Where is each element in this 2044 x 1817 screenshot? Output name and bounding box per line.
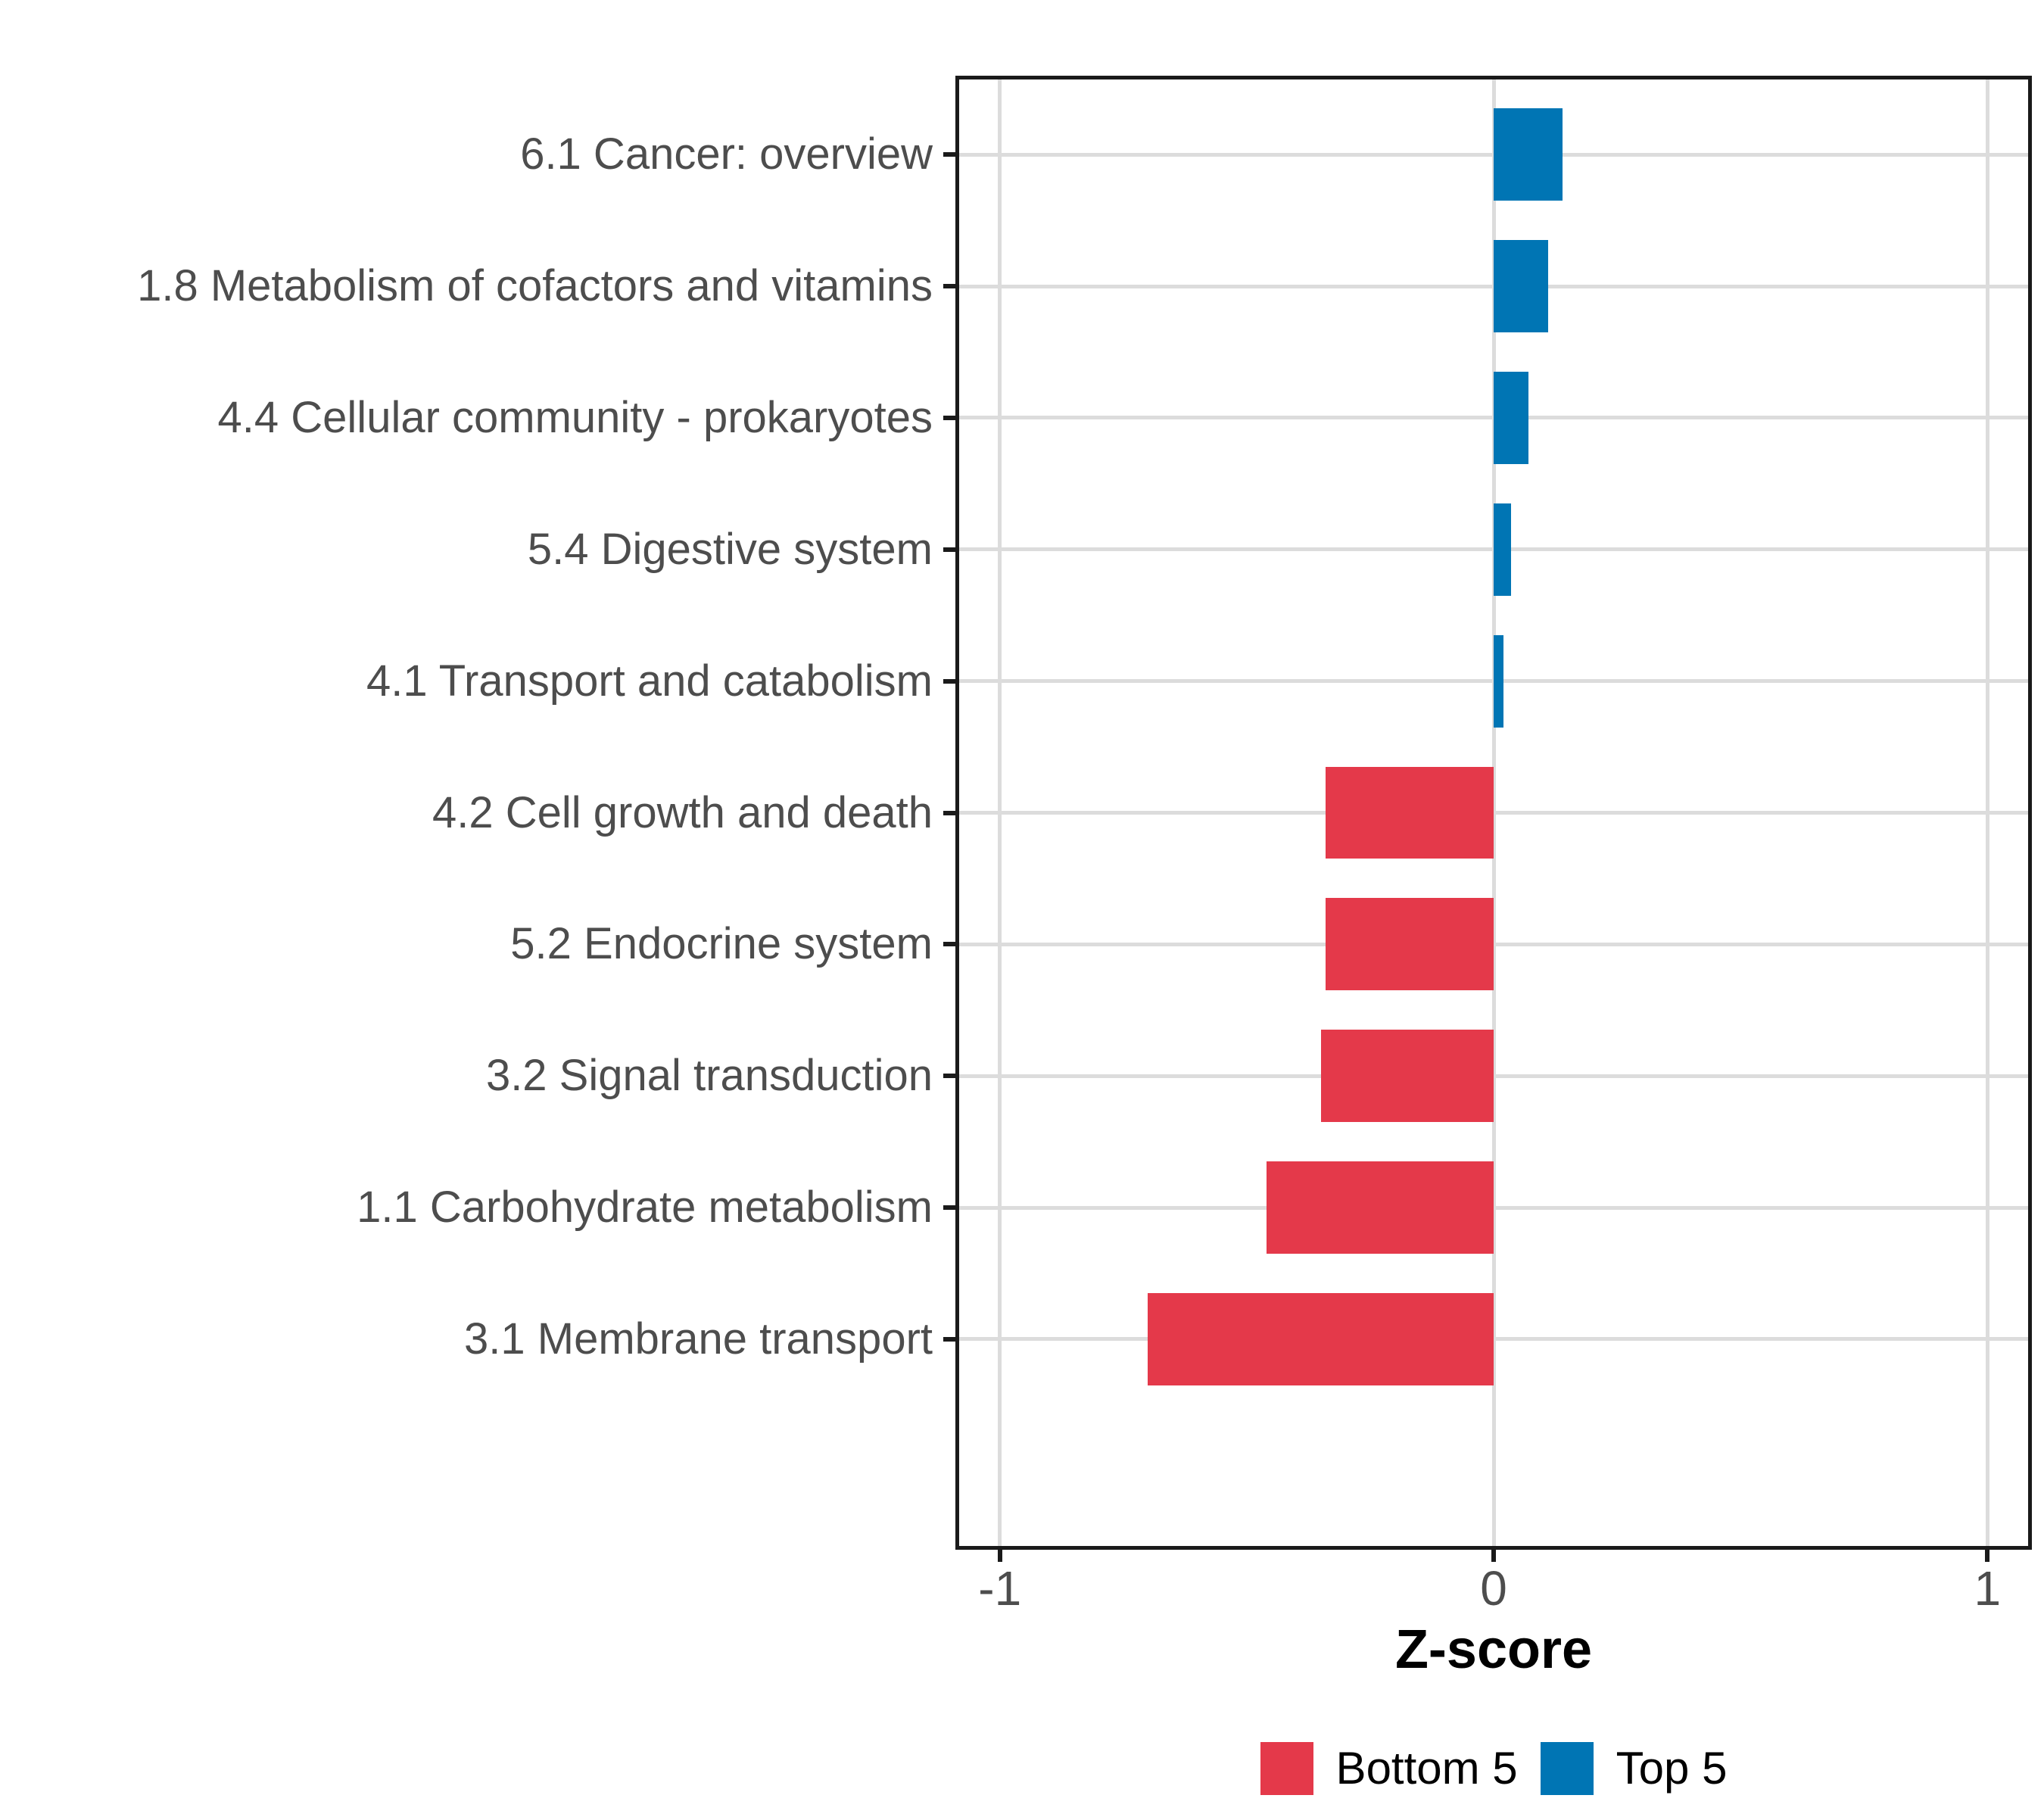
gridline-horizontal [955, 1337, 2032, 1342]
bar [1494, 372, 1528, 464]
gridline-horizontal [955, 1205, 2032, 1210]
legend-swatch [1260, 1742, 1313, 1795]
y-axis-label: 1.8 Metabolism of cofactors and vitamins [137, 261, 933, 311]
y-axis-label: 4.2 Cell growth and death [432, 787, 933, 837]
y-axis-label: 1.1 Carbohydrate metabolism [357, 1183, 933, 1233]
x-axis-title: Z-score [1394, 1619, 1593, 1680]
y-axis-label: 6.1 Cancer: overview [520, 129, 933, 179]
y-axis-label: 4.4 Cellular community - prokaryotes [217, 392, 933, 442]
legend-item: Bottom 5 [1260, 1742, 1518, 1795]
plot-panel [955, 76, 2032, 1550]
bar [1494, 634, 1504, 728]
bar [1326, 766, 1494, 859]
x-tick [1985, 1550, 1990, 1562]
gridline-horizontal [955, 811, 2032, 815]
legend-item: Top 5 [1540, 1742, 1728, 1795]
y-tick [943, 678, 955, 684]
y-axis-label: 5.2 Endocrine system [510, 919, 933, 969]
y-tick [943, 415, 955, 420]
x-tick-label: 1 [1974, 1561, 2002, 1616]
y-tick [943, 810, 955, 815]
bar [1494, 108, 1563, 201]
legend: Bottom 5 Top 5 [955, 1741, 2032, 1796]
bar [1326, 898, 1494, 991]
y-axis-label: 5.4 Digestive system [527, 524, 933, 574]
gridline-horizontal [955, 1074, 2032, 1078]
y-tick [943, 1205, 955, 1211]
legend-label: Top 5 [1616, 1743, 1728, 1794]
legend-label: Bottom 5 [1335, 1743, 1518, 1794]
legend-swatch [1540, 1742, 1594, 1795]
y-axis-label: 3.2 Signal transduction [485, 1051, 933, 1101]
y-tick [943, 942, 955, 947]
x-tick-label: -1 [978, 1561, 1022, 1616]
x-tick [1491, 1550, 1496, 1562]
y-axis-label: 3.1 Membrane transport [464, 1314, 933, 1364]
bar [1494, 240, 1548, 332]
y-tick [943, 547, 955, 552]
y-tick [943, 1336, 955, 1342]
y-tick [943, 152, 955, 157]
bar [1494, 503, 1511, 596]
y-tick [943, 1074, 955, 1079]
bar [1320, 1030, 1494, 1123]
y-tick [943, 284, 955, 289]
x-tick [997, 1550, 1002, 1562]
bar [1148, 1293, 1494, 1385]
gridline-horizontal [955, 942, 2032, 946]
y-axis-label: 4.1 Transport and catabolism [366, 656, 933, 706]
bar [1266, 1161, 1494, 1254]
x-tick-label: 0 [1480, 1561, 1507, 1616]
